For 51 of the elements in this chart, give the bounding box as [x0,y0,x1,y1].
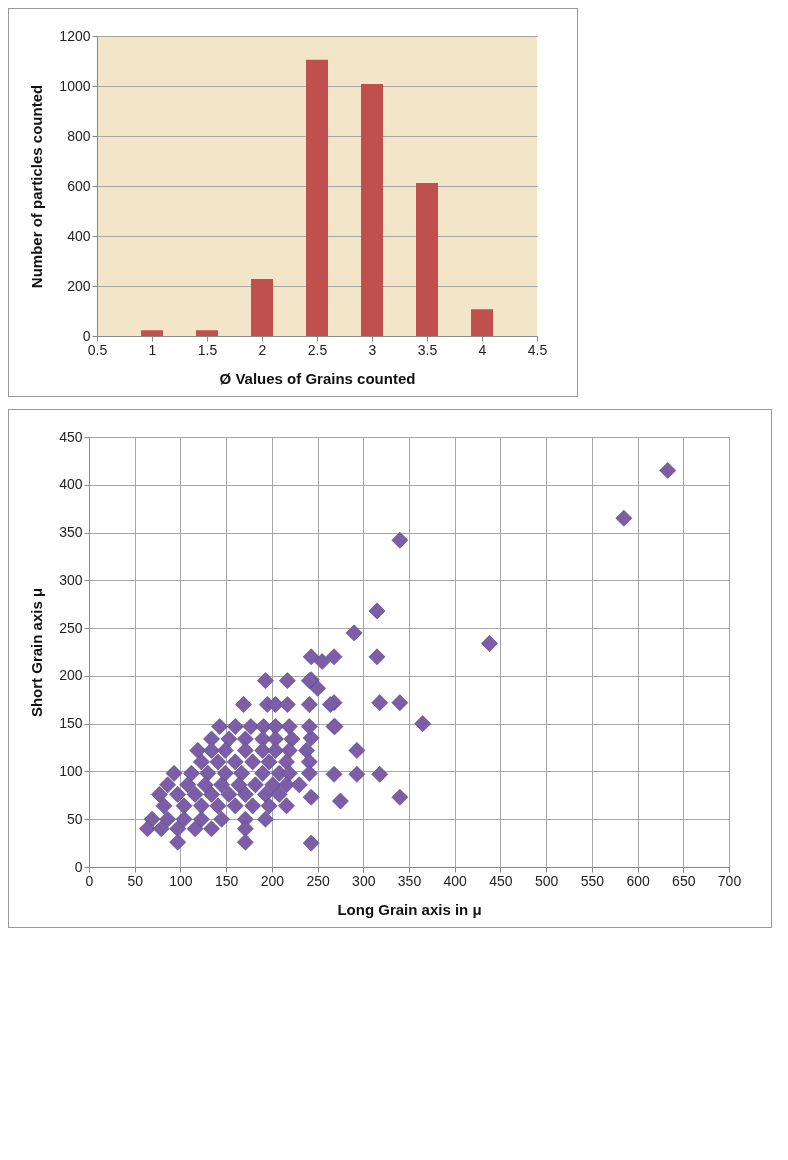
bar [416,183,438,336]
x-tick-label: 350 [397,872,422,889]
bar [251,279,273,336]
x-tick-label: 1.5 [197,341,218,358]
bar [361,84,383,336]
x-tick-label: 650 [672,872,696,889]
x-tick-label: 400 [443,872,468,889]
x-tick-label: 4 [478,341,487,358]
x-tick-label: 700 [717,872,742,889]
x-tick-label: 4.5 [527,341,548,358]
bar [471,309,493,336]
x-tick-label: 3.5 [417,341,438,358]
x-tick-label: 500 [534,872,559,889]
y-tick-label: 600 [67,177,91,194]
y-tick-label: 450 [59,428,83,445]
x-tick-label: 50 [127,872,144,889]
x-tick-label: 0.5 [87,341,108,358]
x-tick-label: 200 [260,872,285,889]
bar [141,330,163,336]
bar [306,59,328,336]
y-tick-label: 200 [59,667,83,684]
x-tick-label: 450 [489,872,513,889]
y-tick-label: 150 [59,715,83,732]
y-tick-label: 50 [66,810,83,827]
y-tick-label: 0 [82,327,91,344]
y-tick-label: 800 [67,127,91,144]
y-tick-label: 300 [59,571,83,588]
x-axis-title: Long Grain axis in μ [337,900,482,918]
x-tick-label: 1 [148,341,157,358]
y-tick-label: 0 [74,858,83,875]
bar [196,330,218,336]
x-tick-label: 2.5 [307,341,328,358]
x-tick-label: 300 [352,872,376,889]
x-tick-label: 100 [169,872,193,889]
x-tick-label: 250 [306,872,330,889]
y-tick-label: 350 [59,524,83,541]
y-tick-label: 400 [67,227,91,244]
y-axis-title: Number of particles counted [28,84,46,289]
y-tick-label: 1000 [59,77,91,94]
x-tick-label: 600 [626,872,650,889]
y-axis-title: Short Grain axis μ [28,587,46,718]
y-tick-label: 1200 [59,27,91,44]
y-tick-label: 400 [59,476,83,493]
y-tick-label: 250 [59,619,83,636]
x-tick-label: 150 [214,872,239,889]
y-tick-label: 200 [67,277,91,294]
y-tick-label: 100 [59,762,83,779]
x-tick-label: 550 [580,872,605,889]
x-tick-label: 3 [368,341,377,358]
x-axis-title: Ø Values of Grains counted [219,369,416,387]
x-tick-label: 2 [258,341,267,358]
